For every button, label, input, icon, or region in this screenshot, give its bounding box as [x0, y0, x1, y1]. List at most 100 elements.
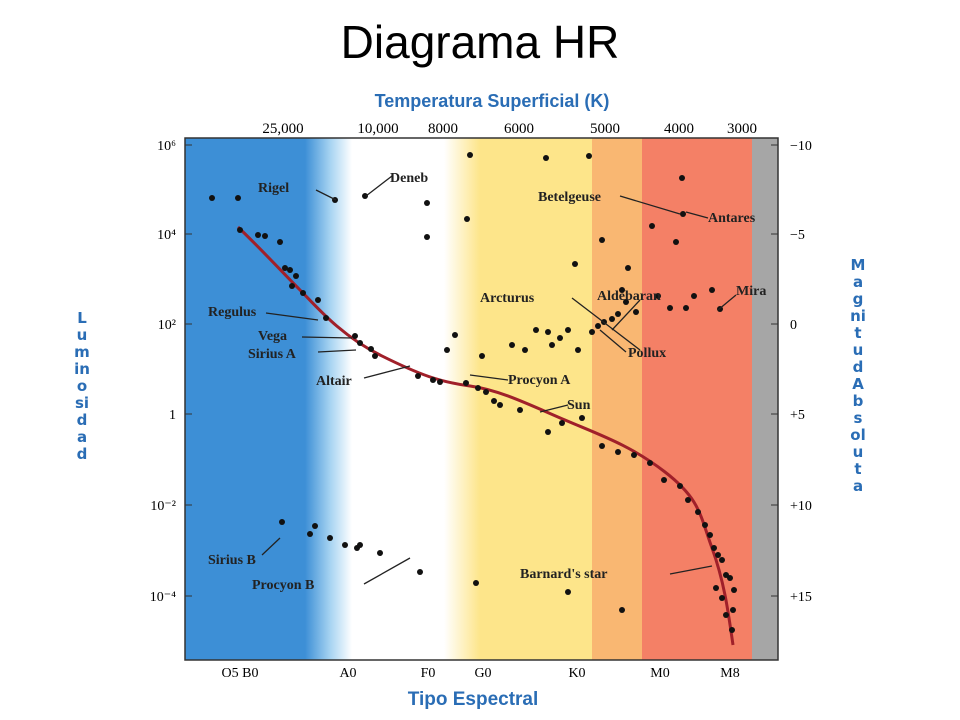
right-tick-label: −10: [790, 139, 812, 154]
star-dot: [277, 239, 283, 245]
star-label: Rigel: [258, 181, 289, 196]
star-label: Barnard's star: [520, 567, 608, 582]
star-dot: [731, 587, 737, 593]
stars: [209, 152, 737, 633]
star-dot: [415, 373, 421, 379]
star-label: Procyon B: [252, 578, 314, 593]
right-tick-label: +5: [790, 408, 805, 423]
star-dot: [342, 542, 348, 548]
star-dot: [315, 297, 321, 303]
star-dot: [667, 305, 673, 311]
star-label: Aldebaran: [597, 289, 661, 304]
bottom-tick-label: G0: [474, 666, 491, 681]
star-dot: [691, 293, 697, 299]
left-axis-title: Luminosidad: [74, 309, 90, 463]
star-dot: [377, 550, 383, 556]
star-dot: [661, 477, 667, 483]
leader-line: [315, 189, 337, 201]
star-dot: [479, 353, 485, 359]
star-dot: [235, 195, 241, 201]
star-label: Antares: [708, 211, 756, 226]
left-tick-label: 10²: [158, 318, 176, 333]
star-dot: [262, 233, 268, 239]
star-dot: [702, 522, 708, 528]
star-dot: [545, 329, 551, 335]
star-dot: [287, 267, 293, 273]
star-dot: [709, 287, 715, 293]
star-dot: [711, 545, 717, 551]
star-dot: [565, 327, 571, 333]
leader-line: [685, 211, 709, 219]
star-dot: [522, 347, 528, 353]
star-dot: [533, 327, 539, 333]
star-label: Sun: [567, 398, 591, 413]
star-dot: [715, 552, 721, 558]
leader-line: [717, 294, 737, 311]
star-dot: [680, 211, 686, 217]
leader-line: [363, 557, 411, 585]
star-label: Altair: [316, 374, 352, 389]
star-dot: [357, 542, 363, 548]
star-dot: [695, 509, 701, 515]
star-dot: [491, 398, 497, 404]
top-tick-label: 25,000: [262, 121, 303, 137]
star-dot: [589, 329, 595, 335]
star-label: Regulus: [208, 305, 257, 320]
star-dot: [565, 589, 571, 595]
leader-line: [571, 297, 641, 351]
star-dot: [730, 607, 736, 613]
star-dot: [575, 347, 581, 353]
star-label: Arcturus: [480, 291, 535, 306]
star-dot: [473, 580, 479, 586]
star-dot: [323, 315, 329, 321]
star-dot: [673, 239, 679, 245]
star-dot: [719, 557, 725, 563]
star-dot: [572, 261, 578, 267]
star-dot: [723, 612, 729, 618]
star-dot: [279, 519, 285, 525]
star-dot: [475, 385, 481, 391]
star-label: Procyon A: [508, 373, 571, 388]
star-dot: [727, 575, 733, 581]
top-tick-label: 8000: [428, 121, 458, 137]
star-dot: [683, 305, 689, 311]
star-dot: [609, 316, 615, 322]
star-dot: [437, 379, 443, 385]
star-dot: [679, 175, 685, 181]
star-dot: [372, 353, 378, 359]
star-dot: [209, 195, 215, 201]
star-dot: [685, 497, 691, 503]
star-dot: [362, 193, 368, 199]
star-dot: [368, 346, 374, 352]
top-tick-label: 6000: [504, 121, 534, 137]
leader-line: [261, 537, 281, 556]
star-dot: [619, 287, 625, 293]
leader-line: [619, 195, 681, 215]
leader-line: [317, 349, 357, 353]
right-tick-label: 0: [790, 318, 797, 333]
star-dot: [625, 265, 631, 271]
star-dot: [293, 273, 299, 279]
star-dot: [430, 377, 436, 383]
star-dot: [647, 460, 653, 466]
star-label: Sirius B: [208, 553, 256, 568]
star-dot: [464, 216, 470, 222]
star-dot: [713, 585, 719, 591]
star-dot: [289, 283, 295, 289]
star-dot: [463, 380, 469, 386]
star-dot: [557, 335, 563, 341]
star-dot: [483, 389, 489, 395]
leader-line: [469, 374, 509, 381]
bottom-tick-label: M0: [650, 666, 669, 681]
star-dot: [307, 531, 313, 537]
star-dot: [631, 452, 637, 458]
star-dot: [357, 340, 363, 346]
top-tick-label: 4000: [664, 121, 694, 137]
star-label: Betelgeuse: [538, 190, 601, 205]
leader-line: [301, 336, 353, 339]
star-label: Vega: [258, 329, 287, 344]
leader-line: [611, 299, 641, 331]
star-label: Deneb: [390, 171, 428, 186]
leader-line: [265, 312, 319, 321]
leader-line: [539, 404, 569, 413]
